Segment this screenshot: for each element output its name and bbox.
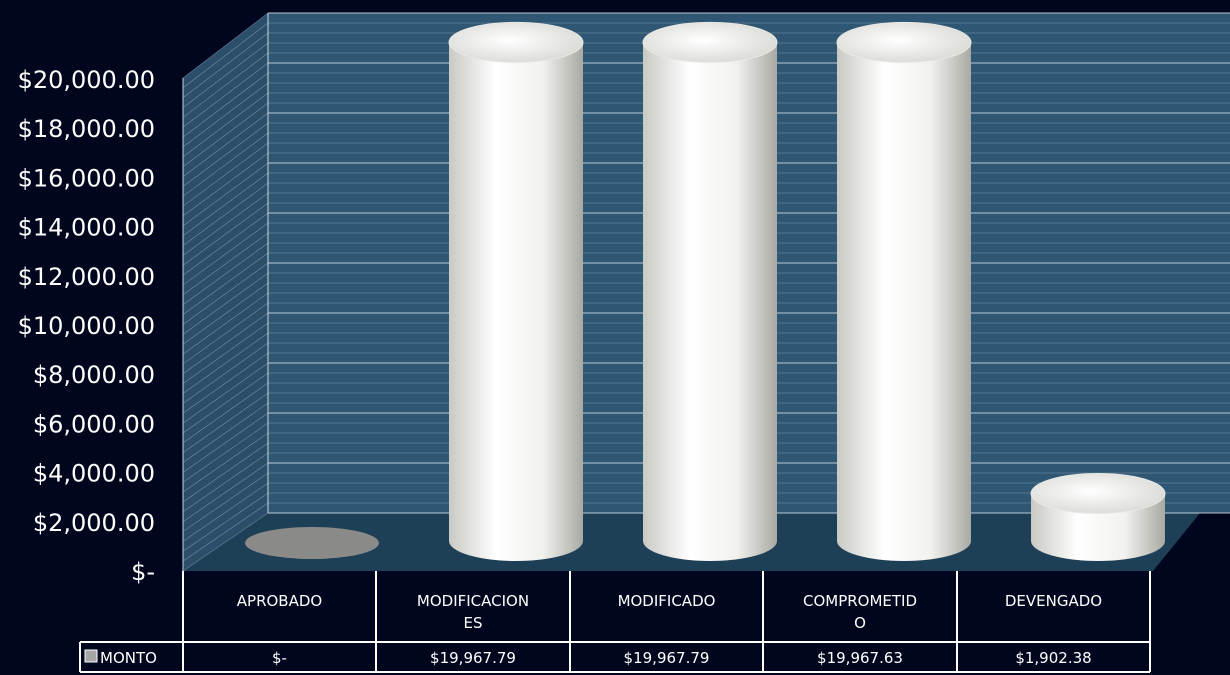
gridline-side bbox=[182, 12, 269, 79]
gridline-side bbox=[182, 32, 269, 98]
data-label: $19,967.79 bbox=[430, 649, 516, 667]
side-wall bbox=[183, 13, 268, 571]
bar-body bbox=[837, 42, 971, 561]
gridline-side bbox=[182, 412, 269, 473]
data-label: $- bbox=[272, 649, 287, 667]
gridline-side bbox=[182, 72, 269, 138]
gridline-side bbox=[182, 362, 269, 424]
gridline-side bbox=[182, 42, 269, 108]
bar-top bbox=[642, 21, 778, 63]
y-axis-ticks: $- $2,000.00 $4,000.00 $6,000.00 $8,000.00 $1… bbox=[18, 66, 155, 586]
gridline-side bbox=[182, 132, 269, 197]
y-tick-label: $8,000.00 bbox=[33, 361, 155, 389]
gridline-side bbox=[182, 112, 269, 177]
category-label: MODIFICADO bbox=[618, 592, 716, 610]
gridline-side bbox=[182, 242, 269, 306]
gridline-side bbox=[182, 512, 269, 572]
gridline-side bbox=[182, 442, 269, 503]
category-label: APROBADO bbox=[237, 592, 322, 610]
bar-comprometido bbox=[836, 21, 972, 561]
gridline-side bbox=[182, 342, 269, 404]
gridline-side bbox=[182, 122, 269, 187]
bars bbox=[245, 21, 1166, 561]
gridline-side bbox=[182, 352, 269, 414]
bar-body bbox=[643, 42, 777, 561]
gridline-side bbox=[182, 292, 269, 355]
data-table: APROBADO MODIFICACION ES MODIFICADO COMPROME… bbox=[79, 571, 1151, 673]
bar-devengado bbox=[1030, 472, 1166, 561]
gridline-side bbox=[182, 62, 269, 128]
gridline-side bbox=[182, 22, 269, 89]
y-tick-label: $10,000.00 bbox=[18, 312, 155, 340]
gridline-side bbox=[182, 82, 269, 148]
gridline-side bbox=[182, 492, 269, 552]
gridline-side bbox=[182, 332, 269, 394]
y-tick-label: $12,000.00 bbox=[18, 263, 155, 291]
y-tick-label: $14,000.00 bbox=[18, 214, 155, 242]
y-tick-label: $16,000.00 bbox=[18, 164, 155, 192]
legend-key bbox=[84, 649, 98, 663]
gridline-side bbox=[182, 142, 269, 207]
gridline-side bbox=[182, 182, 269, 246]
category-label: MODIFICACION bbox=[417, 592, 529, 610]
gridline-side bbox=[182, 312, 269, 375]
category-label: ES bbox=[464, 614, 483, 632]
gridline-side bbox=[182, 212, 269, 276]
gridline-side bbox=[182, 52, 269, 118]
y-tick-label: $2,000.00 bbox=[33, 509, 155, 537]
gridline-side bbox=[182, 302, 269, 365]
y-tick-label: $4,000.00 bbox=[33, 460, 155, 488]
gridline-side bbox=[182, 502, 269, 562]
bar-body bbox=[449, 42, 583, 561]
gridline-side bbox=[182, 92, 269, 158]
gridline-side bbox=[182, 102, 269, 167]
category-label: DEVENGADO bbox=[1005, 592, 1102, 610]
bar-modificado bbox=[642, 21, 778, 561]
y-tick-label: $20,000.00 bbox=[18, 66, 155, 94]
bar-top bbox=[1030, 472, 1166, 514]
gridline-side bbox=[182, 462, 269, 522]
gridline-side bbox=[182, 172, 269, 237]
category-label: COMPROMETID bbox=[803, 592, 917, 610]
gridline-side bbox=[182, 432, 269, 493]
gridline-side bbox=[182, 232, 269, 296]
data-label: $19,967.63 bbox=[817, 649, 903, 667]
gridline-side bbox=[182, 372, 269, 434]
bar-aprobado bbox=[245, 527, 379, 559]
gridline-side bbox=[182, 282, 269, 345]
gridline-side bbox=[182, 252, 269, 315]
gridline-side bbox=[182, 322, 269, 384]
gridline-side bbox=[182, 392, 269, 453]
gridline-side bbox=[182, 152, 269, 217]
bar-top bbox=[836, 21, 972, 63]
gridline-side bbox=[182, 482, 269, 542]
gridline-side bbox=[182, 192, 269, 256]
y-tick-label: $- bbox=[131, 558, 155, 586]
bar-modificaciones bbox=[448, 21, 584, 561]
category-label: O bbox=[854, 614, 866, 632]
y-tick-label: $6,000.00 bbox=[33, 410, 155, 438]
series-name: MONTO bbox=[100, 649, 157, 667]
gridline-side bbox=[182, 272, 269, 335]
gridline-side bbox=[182, 422, 269, 483]
gridline-side bbox=[182, 472, 269, 532]
gridline-side bbox=[182, 262, 269, 325]
data-label: $1,902.38 bbox=[1015, 649, 1091, 667]
gridline-side bbox=[182, 162, 269, 227]
bar-base-disc bbox=[245, 527, 379, 559]
gridline-side bbox=[182, 222, 269, 286]
y-tick-label: $18,000.00 bbox=[18, 115, 155, 143]
gridline-side bbox=[182, 202, 269, 266]
gridline-side bbox=[182, 402, 269, 463]
data-label: $19,967.79 bbox=[624, 649, 710, 667]
gridline-side bbox=[182, 452, 269, 513]
bar-top bbox=[448, 21, 584, 63]
gridline-side bbox=[182, 382, 269, 444]
